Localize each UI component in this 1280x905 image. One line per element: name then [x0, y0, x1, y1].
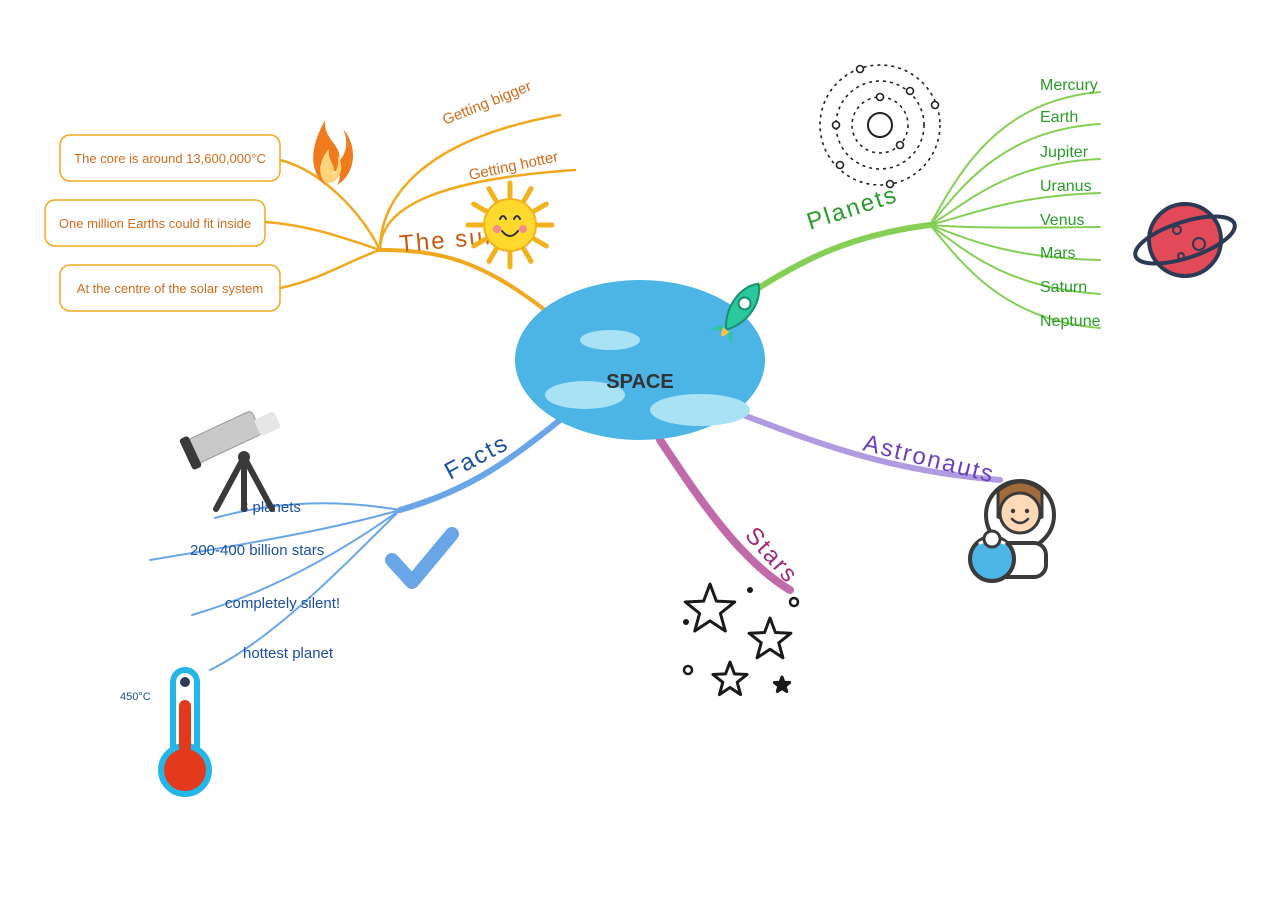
flame-icon: [313, 120, 353, 185]
planet-leaf: Earth: [1040, 109, 1078, 126]
branch-label-astronauts: Astronauts: [861, 430, 998, 489]
thermometer-icon: [161, 670, 209, 794]
branch-planets: [740, 225, 930, 300]
center-node: SPACE: [515, 280, 765, 440]
sun-fact-boxes: The core is around 13,600,000°C One milli…: [45, 135, 280, 311]
sun-face-icon: [468, 183, 552, 267]
stars-cluster-icon: [683, 584, 798, 695]
astronaut-icon: [970, 481, 1054, 581]
planet-leaf: Saturn: [1040, 279, 1087, 296]
facts-leaves: 8 planets200-400 billion starscompletely…: [120, 499, 340, 703]
planet-leaf: Mars: [1040, 245, 1076, 262]
temp-label: 450°C: [120, 691, 151, 703]
fact-leaf: 200-400 billion stars: [190, 542, 324, 559]
telescope-icon: [179, 410, 281, 509]
fact-leaf: hottest planet: [243, 645, 334, 662]
fact-leaf: completely silent!: [225, 595, 340, 612]
orbits-icon: [820, 65, 940, 188]
center-label: SPACE: [606, 371, 673, 393]
branch-label-planets: Planets: [804, 181, 902, 236]
planets-leaves: Mercury Earth Jupiter Uranus Venus Mars Saturn…: [1040, 77, 1101, 330]
sun-fact-text: The core is around 13,600,000°C: [60, 135, 280, 181]
sun-fact-text: One million Earths could fit inside: [45, 200, 265, 246]
mindmap-canvas: SPACE The sunPlanetsAstronautsStarsFacts…: [0, 0, 1280, 905]
sun-sub: Getting bigger: [440, 78, 534, 129]
branch-sun: [380, 250, 545, 310]
planet-icon: [1130, 204, 1240, 276]
planet-leaf: Mercury: [1040, 77, 1098, 94]
sun-sub: Getting hotter: [467, 148, 559, 184]
planet-leaf: Neptune: [1040, 313, 1101, 330]
checkmark-icon: [392, 534, 452, 582]
planet-leaf: Venus: [1040, 212, 1084, 229]
sun-fact-text: At the centre of the solar system: [60, 265, 280, 311]
planet-leaf: Uranus: [1040, 178, 1092, 195]
planet-leaf: Jupiter: [1040, 144, 1089, 161]
